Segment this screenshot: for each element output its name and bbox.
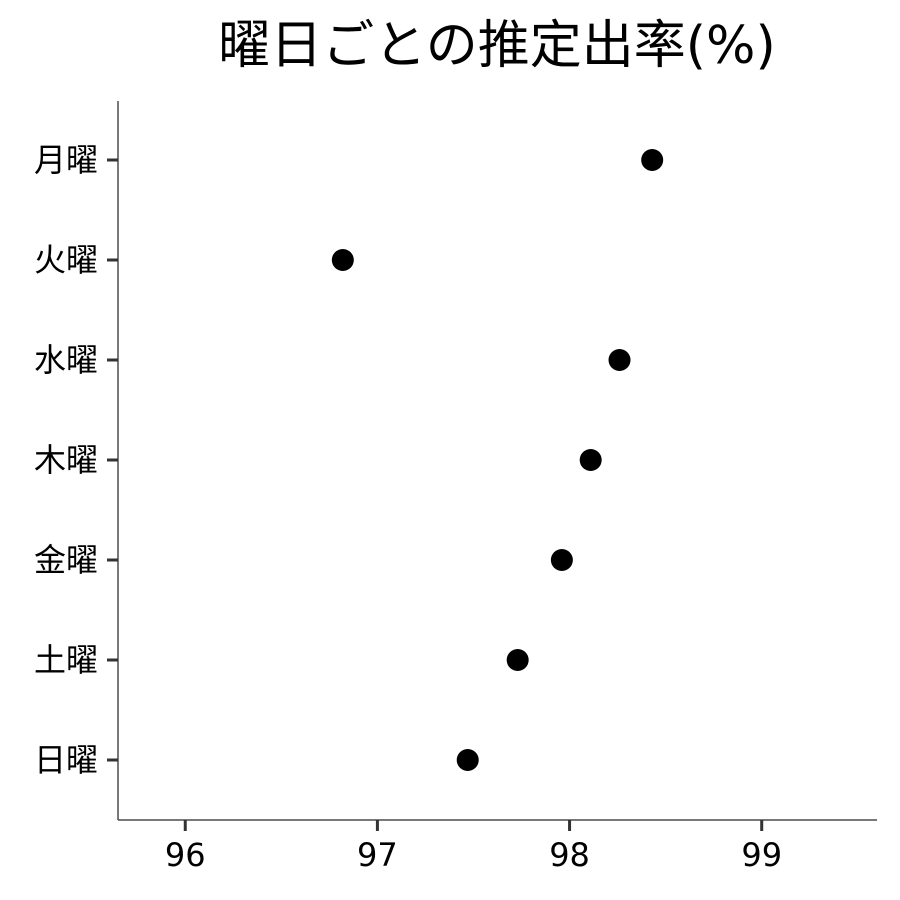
y-tick-label: 木曜: [34, 441, 98, 479]
data-point: [641, 149, 664, 171]
chart-title: 曜日ごとの推定出率(%): [218, 16, 775, 76]
x-tick-label: 96: [165, 836, 206, 874]
y-tick-label: 日曜: [34, 741, 98, 779]
y-tick-label: 金曜: [34, 541, 98, 579]
y-tick-label: 火曜: [34, 241, 98, 279]
data-point: [506, 649, 529, 671]
y-tick-label: 月曜: [34, 141, 98, 179]
x-tick-label: 99: [741, 836, 782, 874]
data-point: [579, 449, 602, 471]
data-point: [550, 549, 573, 571]
data-point: [456, 749, 479, 771]
x-tick-label: 97: [357, 836, 398, 874]
x-tick-label: 98: [549, 836, 590, 874]
data-point: [608, 349, 631, 371]
y-tick-label: 土曜: [34, 641, 98, 679]
y-tick-label: 水曜: [34, 341, 98, 379]
data-point: [331, 249, 354, 271]
